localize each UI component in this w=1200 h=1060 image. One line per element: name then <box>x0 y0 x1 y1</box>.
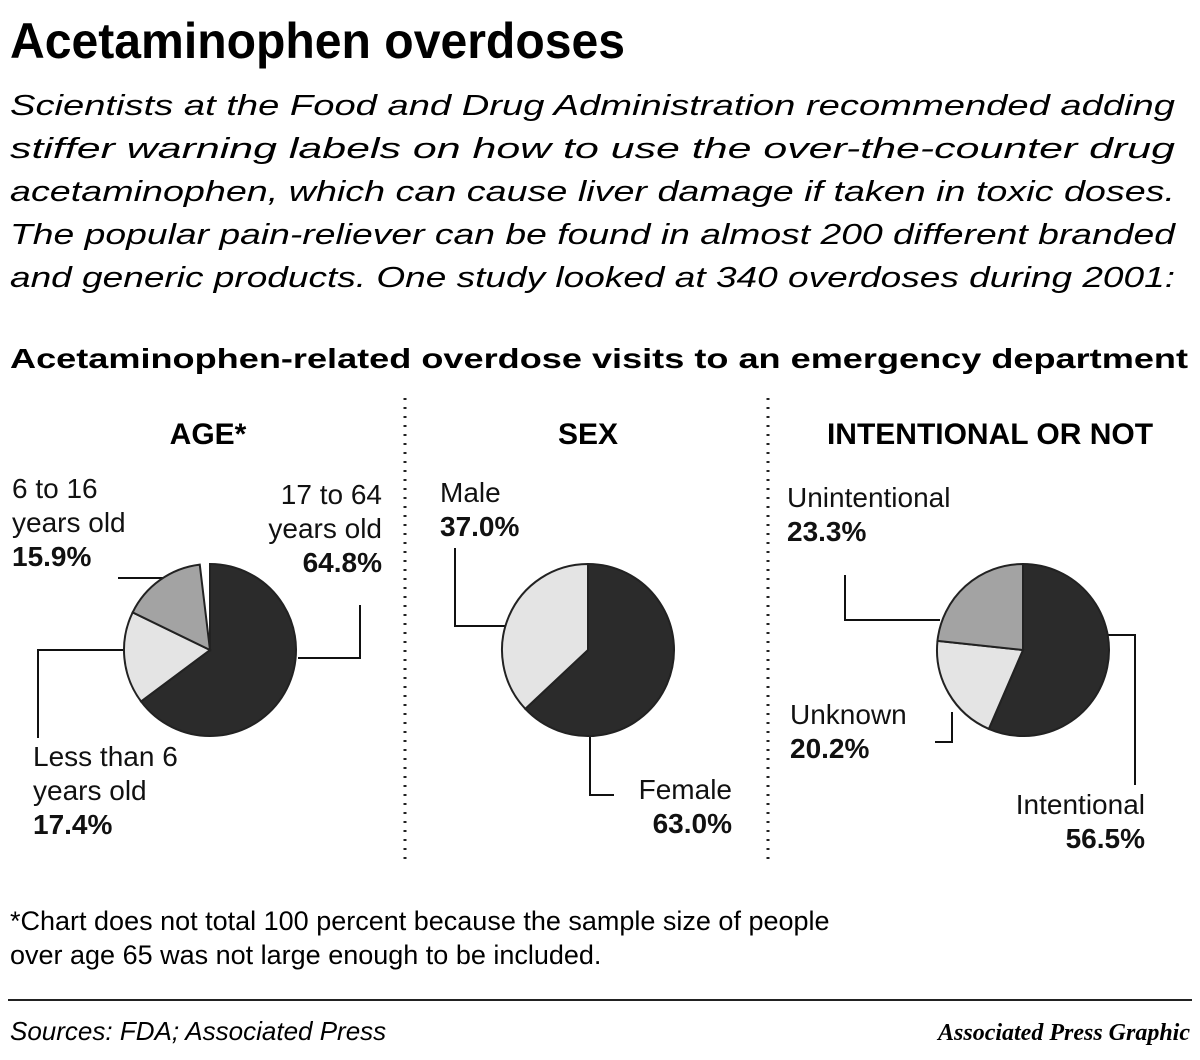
category-label: 17 to 64 years old <box>268 479 382 544</box>
pie-title: SEX <box>558 418 618 451</box>
slice-label: Less than 6 years old 17.4% <box>33 740 233 842</box>
category-label: Unknown <box>790 699 907 730</box>
slice-label: 6 to 16 years old 15.9% <box>12 472 152 574</box>
intro-line: acetaminophen, which can cause liver dam… <box>10 176 1175 208</box>
slice-label: 17 to 64 years old 64.8% <box>230 478 382 580</box>
sources: Sources: FDA; Associated Press <box>10 1016 386 1046</box>
intro-line: stiffer warning labels on how to use the… <box>10 133 1175 165</box>
footnote-line: *Chart does not total 100 percent becaus… <box>10 906 830 936</box>
pie-slice <box>987 562 1110 737</box>
value-label: 56.5% <box>1065 823 1145 854</box>
intro-line: Scientists at the Food and Drug Administ… <box>10 90 1175 122</box>
category-label: Unintentional <box>787 482 951 513</box>
pie-slice <box>936 562 1024 652</box>
pie-slice <box>131 563 212 652</box>
headline: Acetaminophen overdoses <box>10 13 625 69</box>
pie-slice <box>139 562 297 737</box>
slice-label: Female 63.0% <box>622 773 732 841</box>
pie-slice <box>936 639 1025 731</box>
value-label: 15.9% <box>12 541 92 572</box>
category-label: Intentional <box>1015 789 1145 820</box>
slice-label: Unintentional 23.3% <box>787 481 987 549</box>
pie-slice <box>523 562 675 737</box>
value-label: 20.2% <box>790 733 870 764</box>
credit: Associated Press Graphic <box>936 1020 1190 1046</box>
intro-line: The popular pain-reliever can be found i… <box>10 219 1176 251</box>
pie-title: INTENTIONAL OR NOT <box>827 418 1153 451</box>
value-label: 64.8% <box>302 547 382 578</box>
pie-slice <box>501 562 589 711</box>
value-label: 63.0% <box>652 808 732 839</box>
slice-label: Unknown 20.2% <box>790 698 950 766</box>
slice-label: Male 37.0% <box>440 476 560 544</box>
slice-label: Intentional 56.5% <box>992 788 1145 856</box>
value-label: 17.4% <box>33 809 113 840</box>
pie-slice <box>123 611 212 703</box>
category-label: Male <box>440 477 501 508</box>
subtitle: Acetaminophen-related overdose visits to… <box>10 343 1188 374</box>
category-label: Female <box>638 774 732 805</box>
category-label: 6 to 16 years old <box>12 473 126 538</box>
value-label: 23.3% <box>787 516 867 547</box>
category-label: Less than 6 years old <box>33 741 178 806</box>
intro-line: and generic products. One study looked a… <box>10 262 1175 294</box>
value-label: 37.0% <box>440 511 520 542</box>
pie-title: AGE* <box>170 418 247 451</box>
footnote-line: over age 65 was not large enough to be i… <box>10 940 601 970</box>
